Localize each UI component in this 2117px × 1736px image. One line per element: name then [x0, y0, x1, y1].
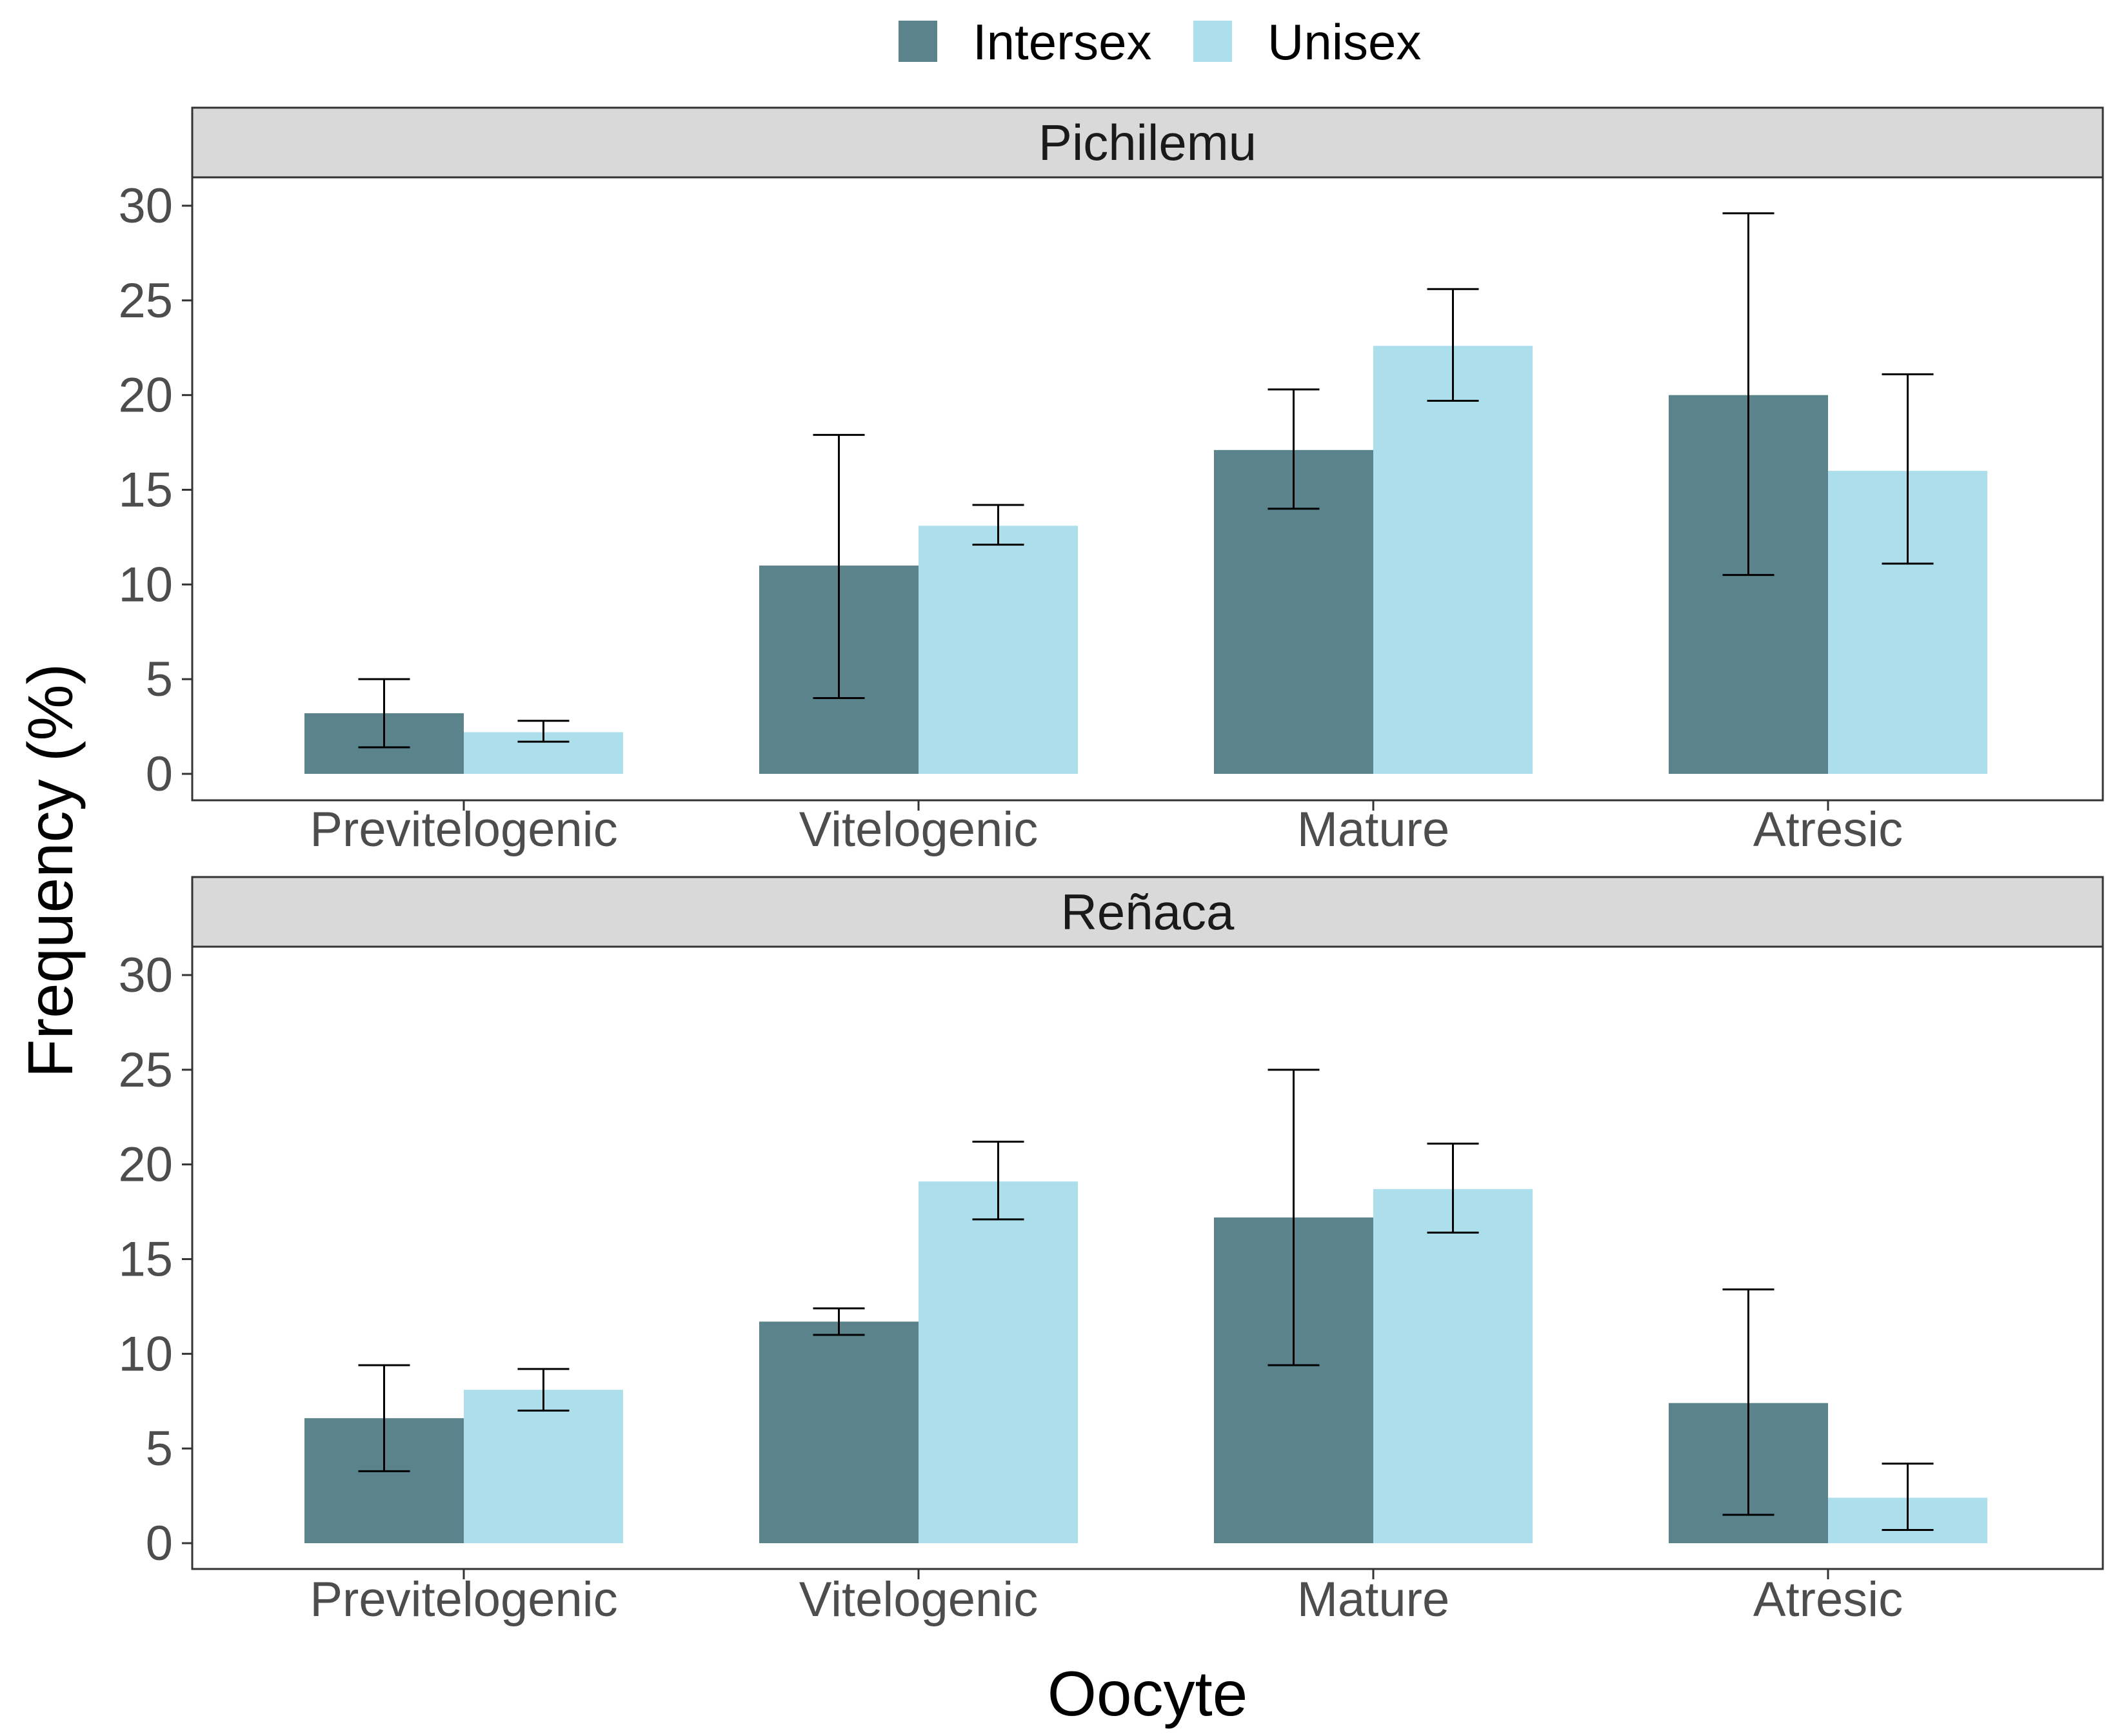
legend-key-intersex: [899, 21, 937, 62]
legend-label-intersex: Intersex: [973, 14, 1151, 70]
y-tick-label: 25: [118, 273, 173, 328]
x-tick-label-previtelogenic: Previtelogenic: [310, 1572, 617, 1627]
error-bar-intersex-atresic: [1722, 212, 1774, 577]
y-tick-label: 15: [118, 1232, 173, 1287]
error-bar-intersex-mature: [1267, 388, 1320, 510]
error-bar-intersex-vitelogenic: [813, 433, 865, 700]
error-bar-intersex-vitelogenic: [813, 1307, 865, 1336]
x-tick-label-previtelogenic: Previtelogenic: [310, 802, 617, 857]
facet-strip-label-renaca: Reñaca: [1061, 883, 1235, 940]
error-bar-unisex-vitelogenic: [972, 1140, 1024, 1221]
x-tick-label-mature: Mature: [1297, 1572, 1450, 1627]
error-bar-unisex-previtelogenic: [517, 1368, 570, 1412]
x-tick-label-atresic: Atresic: [1753, 1572, 1903, 1627]
error-bar-intersex-mature: [1267, 1069, 1320, 1366]
x-axis: Previtelogenic Vitelogenic Mature Atresic: [310, 1569, 1903, 1627]
y-tick-label: 20: [118, 1138, 173, 1192]
x-tick-label-vitelogenic: Vitelogenic: [799, 802, 1038, 857]
y-tick-label: 20: [118, 368, 173, 423]
y-tick-label: 30: [118, 948, 173, 1003]
y-axis: 0 5 10 15 20 25 30: [118, 179, 192, 802]
y-tick-label: 15: [118, 463, 173, 518]
y-tick-label: 5: [146, 652, 173, 707]
error-bar-intersex-previtelogenic: [358, 678, 410, 749]
error-bar-unisex-mature: [1427, 1142, 1479, 1234]
y-tick-label: 0: [146, 747, 173, 802]
error-bar-unisex-previtelogenic: [517, 720, 570, 743]
bar-intersex-vitelogenic: [759, 1321, 919, 1543]
y-tick-label: 0: [146, 1516, 173, 1571]
y-tick-label: 5: [146, 1421, 173, 1476]
facet-panel-renaca: Reñaca 0 5 10 15 20 25 30 Previtelogenic Vitelo…: [118, 876, 2104, 1627]
bars: [304, 1181, 1987, 1543]
error-bars: [358, 1069, 1934, 1531]
facet-strip-background: [191, 876, 2104, 948]
x-axis: Previtelogenic Vitelogenic Mature Atresic: [310, 800, 1903, 857]
legend: Intersex Unisex: [899, 14, 1421, 70]
error-bar-unisex-mature: [1427, 288, 1479, 402]
facet-panel-pichilemu: Pichilemu 0 5 10 15 20 25 30 Previtelogenic Vit…: [118, 106, 2104, 857]
bar-unisex-mature: [1373, 346, 1533, 774]
error-bars: [358, 212, 1934, 749]
error-bar-intersex-atresic: [1722, 1288, 1774, 1516]
bar-unisex-vitelogenic: [919, 1181, 1078, 1543]
y-tick-label: 25: [118, 1043, 173, 1098]
x-tick-label-mature: Mature: [1297, 802, 1450, 857]
y-tick-label: 30: [118, 179, 173, 233]
error-bar-unisex-atresic: [1882, 373, 1934, 565]
bar-unisex-vitelogenic: [919, 526, 1078, 774]
error-bar-unisex-vitelogenic: [972, 504, 1024, 546]
x-tick-label-atresic: Atresic: [1753, 802, 1903, 857]
bar-unisex-mature: [1373, 1189, 1533, 1543]
legend-key-unisex: [1193, 21, 1232, 62]
x-tick-label-vitelogenic: Vitelogenic: [799, 1572, 1038, 1627]
x-axis-title: Oocyte: [1048, 1658, 1247, 1729]
facet-strip-label-pichilemu: Pichilemu: [1039, 114, 1257, 171]
bars: [304, 346, 1987, 774]
error-bar-intersex-previtelogenic: [358, 1364, 410, 1472]
y-tick-label: 10: [118, 1327, 173, 1381]
error-bar-unisex-atresic: [1882, 1463, 1934, 1531]
bar-unisex-previtelogenic: [464, 1390, 623, 1543]
facet-strip-background: [191, 106, 2104, 179]
legend-label-unisex: Unisex: [1267, 14, 1421, 70]
y-tick-label: 10: [118, 557, 173, 612]
panel-border: [191, 945, 2104, 1570]
y-axis: 0 5 10 15 20 25 30: [118, 948, 192, 1571]
y-axis-title: Frequency (%): [15, 664, 86, 1078]
